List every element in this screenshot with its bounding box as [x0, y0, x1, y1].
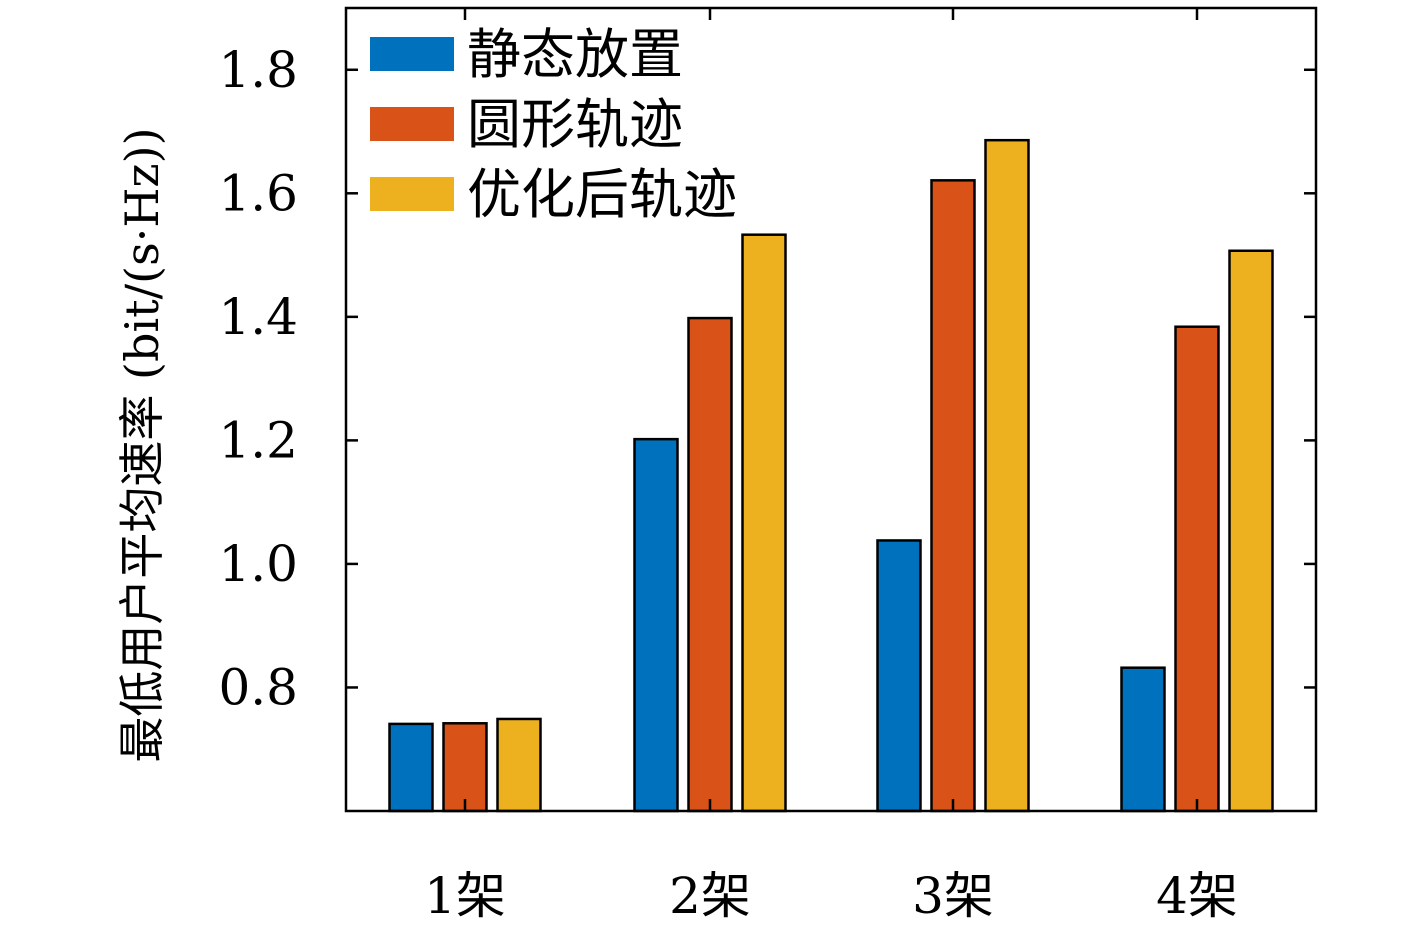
legend-swatch-3	[370, 177, 454, 211]
legend-label-2: 圆形轨迹	[467, 93, 683, 156]
bar-2-3	[930, 179, 976, 813]
x-tick-label-4: 4架	[1156, 867, 1238, 923]
y-tick-label-5: 1.6	[218, 164, 298, 222]
y-tick-label-3: 1.2	[218, 411, 298, 469]
ticks-layer: 0.8 1.0 1.2 1.4 1.6 1.8 1架 2架 3架 4架	[218, 8, 1316, 925]
y-tick-label-1: 0.8	[218, 658, 298, 716]
y-tick-label-6: 1.8	[218, 41, 298, 99]
x-tick-label-1: 1架	[424, 867, 506, 923]
axes-layer	[344, 6, 1318, 813]
bar-2-4	[1174, 325, 1220, 813]
bar-1-4	[1120, 666, 1166, 813]
plot-frame	[344, 6, 1318, 813]
legend-swatch-2	[370, 107, 454, 141]
legend-swatch-1	[370, 37, 454, 71]
y-tick-label-2: 1.0	[218, 535, 298, 593]
bar-3-4	[1228, 249, 1274, 813]
bar-1-1	[388, 722, 434, 813]
x-tick-label-2: 2架	[669, 867, 751, 923]
x-tick-label-3: 3架	[912, 867, 994, 923]
bar-1-2	[633, 437, 679, 813]
bar-2-2	[687, 316, 733, 813]
bar-3-2	[741, 233, 787, 813]
legend-label-3: 优化后轨迹	[467, 163, 737, 226]
legend-label-1: 静态放置	[467, 23, 683, 86]
bar-3-3	[984, 138, 1030, 813]
y-axis-label: 最低用户平均速率 (bit/(s·Hz))	[115, 127, 169, 762]
bars-layer	[388, 138, 1274, 813]
bar-2-1	[442, 722, 488, 813]
bar-1-3	[876, 539, 922, 813]
bar-3-1	[496, 717, 542, 813]
y-tick-label-4: 1.4	[218, 288, 298, 346]
